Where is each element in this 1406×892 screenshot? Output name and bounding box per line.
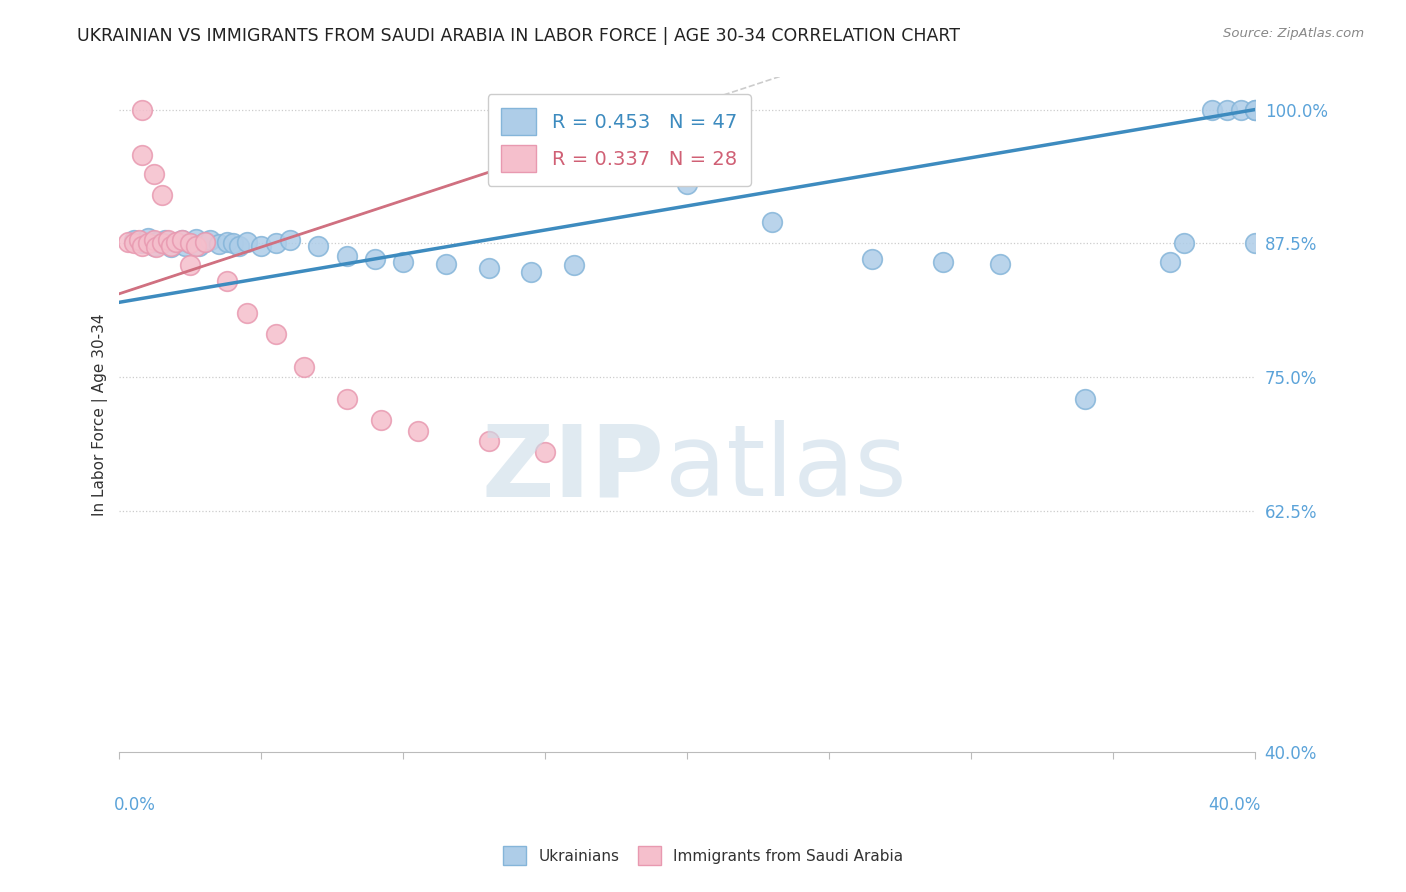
Point <box>264 327 287 342</box>
Text: 40.0%: 40.0% <box>1208 796 1261 814</box>
Point <box>562 258 585 272</box>
Point <box>335 392 357 406</box>
Point <box>179 258 201 272</box>
Point <box>131 238 153 252</box>
Point <box>264 236 287 251</box>
Point <box>1173 236 1195 251</box>
Legend: R = 0.453   N = 47, R = 0.337   N = 28: R = 0.453 N = 47, R = 0.337 N = 28 <box>488 94 751 186</box>
Point <box>1244 103 1267 117</box>
Point <box>520 265 543 279</box>
Point <box>150 188 173 202</box>
Text: 0.0%: 0.0% <box>114 796 156 814</box>
Point <box>170 233 193 247</box>
Point <box>217 235 239 250</box>
Point <box>217 274 239 288</box>
Text: atlas: atlas <box>665 420 905 517</box>
Point <box>236 235 259 250</box>
Point <box>406 424 429 438</box>
Point <box>392 254 415 268</box>
Point <box>150 236 173 251</box>
Point <box>477 434 499 449</box>
Point <box>142 238 165 252</box>
Point <box>1244 236 1267 251</box>
Point <box>156 233 179 247</box>
Point <box>932 254 955 268</box>
Point <box>364 252 387 267</box>
Point <box>434 257 457 271</box>
Point <box>131 147 153 161</box>
Point <box>208 237 231 252</box>
Point <box>676 178 699 192</box>
Y-axis label: In Labor Force | Age 30-34: In Labor Force | Age 30-34 <box>93 313 108 516</box>
Point <box>179 236 201 251</box>
Point <box>145 235 167 250</box>
Point <box>173 238 195 252</box>
Point <box>278 233 301 247</box>
Point <box>477 260 499 275</box>
Point <box>159 238 181 252</box>
Point <box>136 231 159 245</box>
Point <box>576 167 599 181</box>
Point <box>128 233 150 247</box>
Point <box>136 236 159 251</box>
Point <box>1073 392 1095 406</box>
Point <box>122 233 145 247</box>
Point <box>159 239 181 253</box>
Point <box>184 232 207 246</box>
Point <box>194 235 217 250</box>
Point <box>117 235 139 250</box>
Legend: Ukrainians, Immigrants from Saudi Arabia: Ukrainians, Immigrants from Saudi Arabia <box>496 840 910 871</box>
Point <box>179 236 201 251</box>
Point <box>988 257 1011 271</box>
Point <box>228 238 250 252</box>
Point <box>131 103 153 117</box>
Point <box>184 238 207 252</box>
Point <box>1201 103 1223 117</box>
Point <box>292 359 315 374</box>
Point <box>165 235 187 250</box>
Point <box>142 233 165 247</box>
Point <box>236 306 259 320</box>
Text: ZIP: ZIP <box>482 420 665 517</box>
Point <box>194 235 217 250</box>
Point <box>534 445 557 459</box>
Point <box>165 235 187 250</box>
Point <box>142 167 165 181</box>
Point <box>222 236 245 251</box>
Point <box>1215 103 1237 117</box>
Point <box>122 236 145 251</box>
Point <box>131 236 153 251</box>
Point <box>187 238 209 252</box>
Text: UKRAINIAN VS IMMIGRANTS FROM SAUDI ARABIA IN LABOR FORCE | AGE 30-34 CORRELATION: UKRAINIAN VS IMMIGRANTS FROM SAUDI ARABI… <box>77 27 960 45</box>
Point <box>860 252 883 267</box>
Point <box>1244 103 1267 117</box>
Point <box>145 239 167 253</box>
Point <box>170 233 193 247</box>
Point <box>150 236 173 251</box>
Text: Source: ZipAtlas.com: Source: ZipAtlas.com <box>1223 27 1364 40</box>
Point <box>1230 103 1253 117</box>
Point <box>307 238 329 252</box>
Point <box>153 233 176 247</box>
Point <box>250 238 273 252</box>
Point <box>761 215 783 229</box>
Point <box>1159 254 1181 268</box>
Point <box>370 413 392 427</box>
Point <box>200 233 222 247</box>
Point <box>335 249 357 263</box>
